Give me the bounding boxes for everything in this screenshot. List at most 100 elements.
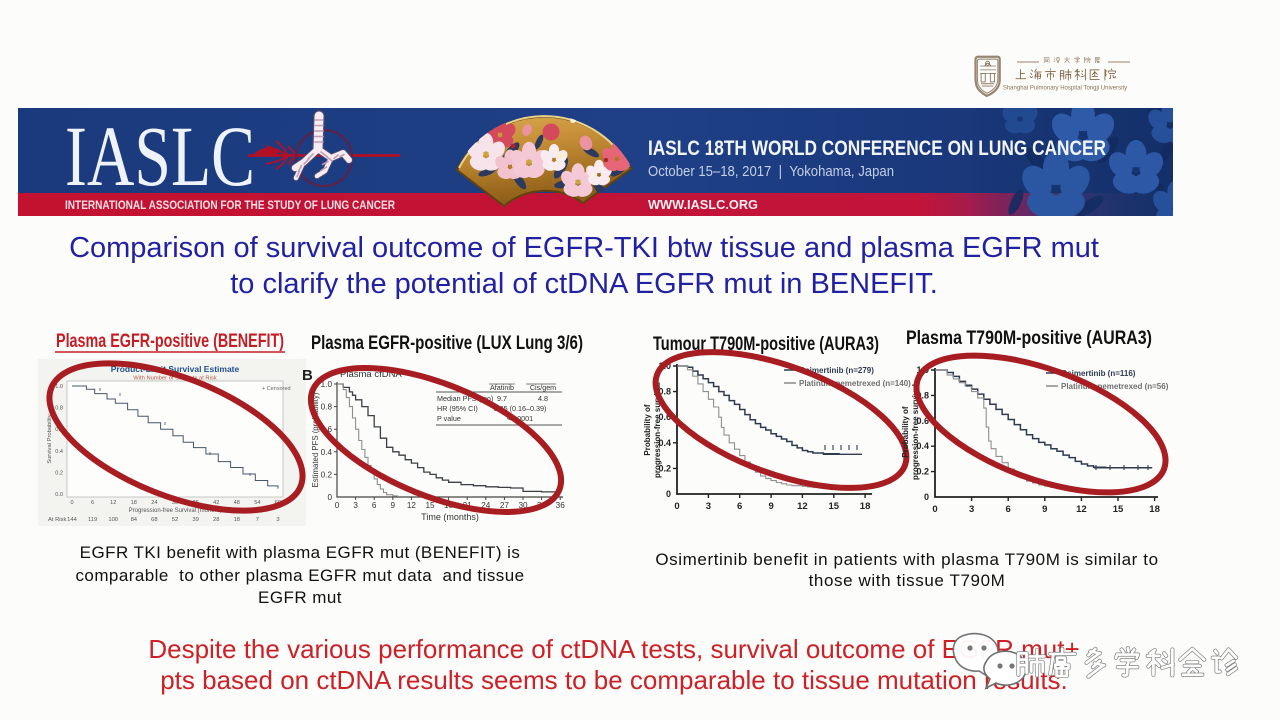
svg-text:54: 54 — [254, 500, 260, 506]
svg-text:Survival Probability: Survival Probability — [47, 414, 53, 463]
svg-text:At Risk: At Risk — [48, 517, 66, 523]
svg-text:1.0: 1.0 — [321, 380, 333, 389]
svg-text:0.8: 0.8 — [658, 387, 671, 397]
svg-text:0.0: 0.0 — [55, 492, 63, 498]
svg-text:9: 9 — [1042, 504, 1047, 515]
svg-text:0: 0 — [924, 492, 929, 502]
svg-text:0.4: 0.4 — [916, 441, 929, 451]
svg-text:INTERNATIONAL ASSOCIATION FOR: INTERNATIONAL ASSOCIATION FOR THE STUDY … — [65, 199, 396, 212]
svg-text:42: 42 — [213, 500, 219, 506]
svg-text:6: 6 — [737, 501, 742, 512]
svg-text:9: 9 — [768, 501, 773, 512]
svg-text:Probability of: Probability of — [643, 404, 652, 455]
svg-text:6: 6 — [1006, 504, 1011, 515]
svg-text:0: 0 — [932, 504, 937, 515]
svg-text:Osimertinib (n=279): Osimertinib (n=279) — [799, 366, 874, 375]
svg-text:15: 15 — [425, 501, 435, 510]
svg-text:progression-free survival: progression-free survival — [911, 384, 920, 480]
svg-text:144: 144 — [67, 517, 77, 523]
svg-text:3: 3 — [969, 504, 974, 515]
svg-text:Probability of: Probability of — [901, 406, 910, 457]
svg-text:3: 3 — [276, 517, 279, 523]
svg-text:48: 48 — [234, 500, 240, 506]
svg-text:0.6: 0.6 — [658, 412, 671, 422]
svg-text:18: 18 — [1149, 504, 1160, 515]
svg-text:WWW.IASLC.ORG: WWW.IASLC.ORG — [648, 198, 758, 212]
svg-text:+ Censored: + Censored — [262, 386, 291, 392]
svg-text:IASLC: IASLC — [65, 108, 255, 204]
svg-text:9: 9 — [391, 501, 396, 510]
svg-text:39: 39 — [192, 517, 198, 523]
svg-text:36: 36 — [556, 501, 566, 510]
svg-text:0: 0 — [666, 489, 671, 499]
svg-text:119: 119 — [88, 517, 97, 523]
svg-text:HR (95% CI): HR (95% CI) — [437, 404, 478, 413]
svg-text:0: 0 — [335, 501, 340, 510]
svg-text:B: B — [302, 367, 313, 384]
svg-text:0: 0 — [70, 500, 73, 506]
svg-text:0: 0 — [327, 493, 332, 502]
svg-text:68: 68 — [151, 517, 157, 523]
svg-text:27: 27 — [500, 501, 510, 510]
svg-text:0.2: 0.2 — [55, 470, 63, 476]
svg-text:Plasma EGFR-positive (BENEFIT): Plasma EGFR-positive (BENEFIT) — [56, 331, 284, 352]
svg-text:With Number of Subjects at Ris: With Number of Subjects at Risk — [133, 376, 217, 382]
svg-text:Platinum-pemetrexed (n=140): Platinum-pemetrexed (n=140) — [799, 379, 911, 388]
svg-text:Platinum-pemetrexed (n=56): Platinum-pemetrexed (n=56) — [1061, 382, 1169, 391]
svg-text:30: 30 — [518, 501, 528, 510]
svg-text:Median PFS (mo): Median PFS (mo) — [437, 394, 493, 403]
svg-text:0.4: 0.4 — [321, 448, 333, 457]
svg-text:Progression-free Survival (mon: Progression-free Survival (months) — [129, 508, 222, 514]
svg-text:October 15–18, 2017 | Yokoha: October 15–18, 2017 | Yokohama, Japan — [648, 164, 894, 180]
svg-text:0.2: 0.2 — [916, 467, 929, 477]
svg-text:Plasma EGFR-positive (LUX Lung: Plasma EGFR-positive (LUX Lung 3/6) — [311, 333, 583, 354]
svg-text:Shanghai Pulmonary Hospital To: Shanghai Pulmonary Hospital Tongji Unive… — [1003, 86, 1127, 92]
svg-text:Plasma cfDNA: Plasma cfDNA — [340, 369, 402, 380]
svg-text:100: 100 — [108, 517, 118, 523]
svg-text:52: 52 — [172, 517, 178, 523]
svg-text:4.8: 4.8 — [538, 394, 548, 403]
svg-text:Osimertinib (n=116): Osimertinib (n=116) — [1061, 369, 1136, 378]
svg-text:24: 24 — [151, 500, 157, 506]
svg-text:0.8: 0.8 — [916, 390, 929, 400]
svg-text:3: 3 — [353, 501, 358, 510]
svg-text:0.2: 0.2 — [321, 470, 333, 479]
svg-text:0.6: 0.6 — [916, 416, 929, 426]
svg-text:24: 24 — [481, 501, 491, 510]
svg-text:0.2: 0.2 — [658, 463, 671, 473]
svg-text:12: 12 — [407, 501, 417, 510]
svg-text:3: 3 — [706, 501, 711, 512]
svg-text:Cis/gem: Cis/gem — [530, 383, 556, 392]
svg-text:12: 12 — [797, 501, 808, 512]
svg-text:Estimated PFS (probability): Estimated PFS (probability) — [311, 392, 320, 487]
svg-text:6: 6 — [372, 501, 377, 510]
svg-text:9.7: 9.7 — [497, 394, 507, 403]
svg-text:P value: P value — [437, 414, 461, 423]
svg-text:Afatinib: Afatinib — [490, 383, 514, 392]
svg-text:Product-Limit Survival Estimat: Product-Limit Survival Estimate — [111, 364, 240, 374]
svg-text:18: 18 — [234, 517, 240, 523]
svg-text:28: 28 — [213, 517, 219, 523]
svg-text:0.6: 0.6 — [55, 427, 63, 433]
svg-text:Time (months): Time (months) — [421, 512, 479, 522]
svg-text:0: 0 — [674, 501, 679, 512]
svg-text:12: 12 — [1076, 504, 1087, 515]
svg-text:<0.0001: <0.0001 — [507, 414, 533, 423]
svg-text:0.25 (0.16–0.39): 0.25 (0.16–0.39) — [494, 404, 547, 413]
svg-text:18: 18 — [131, 500, 137, 506]
svg-text:Plasma T790M-positive (AURA3): Plasma T790M-positive (AURA3) — [906, 328, 1152, 349]
svg-text:7: 7 — [256, 517, 259, 523]
svg-text:30: 30 — [172, 500, 178, 506]
svg-text:0.8: 0.8 — [55, 406, 63, 412]
svg-text:15: 15 — [1113, 504, 1124, 515]
svg-text:progression-free survival: progression-free survival — [653, 382, 662, 478]
svg-text:0.4: 0.4 — [658, 438, 671, 448]
svg-text:84: 84 — [131, 517, 138, 523]
svg-text:6: 6 — [91, 500, 94, 506]
svg-text:0.8: 0.8 — [321, 403, 333, 412]
svg-text:0.4: 0.4 — [55, 449, 63, 455]
svg-text:12: 12 — [110, 500, 116, 506]
svg-text:15: 15 — [829, 501, 840, 512]
svg-text:1.0: 1.0 — [55, 384, 63, 390]
svg-text:18: 18 — [860, 501, 871, 512]
